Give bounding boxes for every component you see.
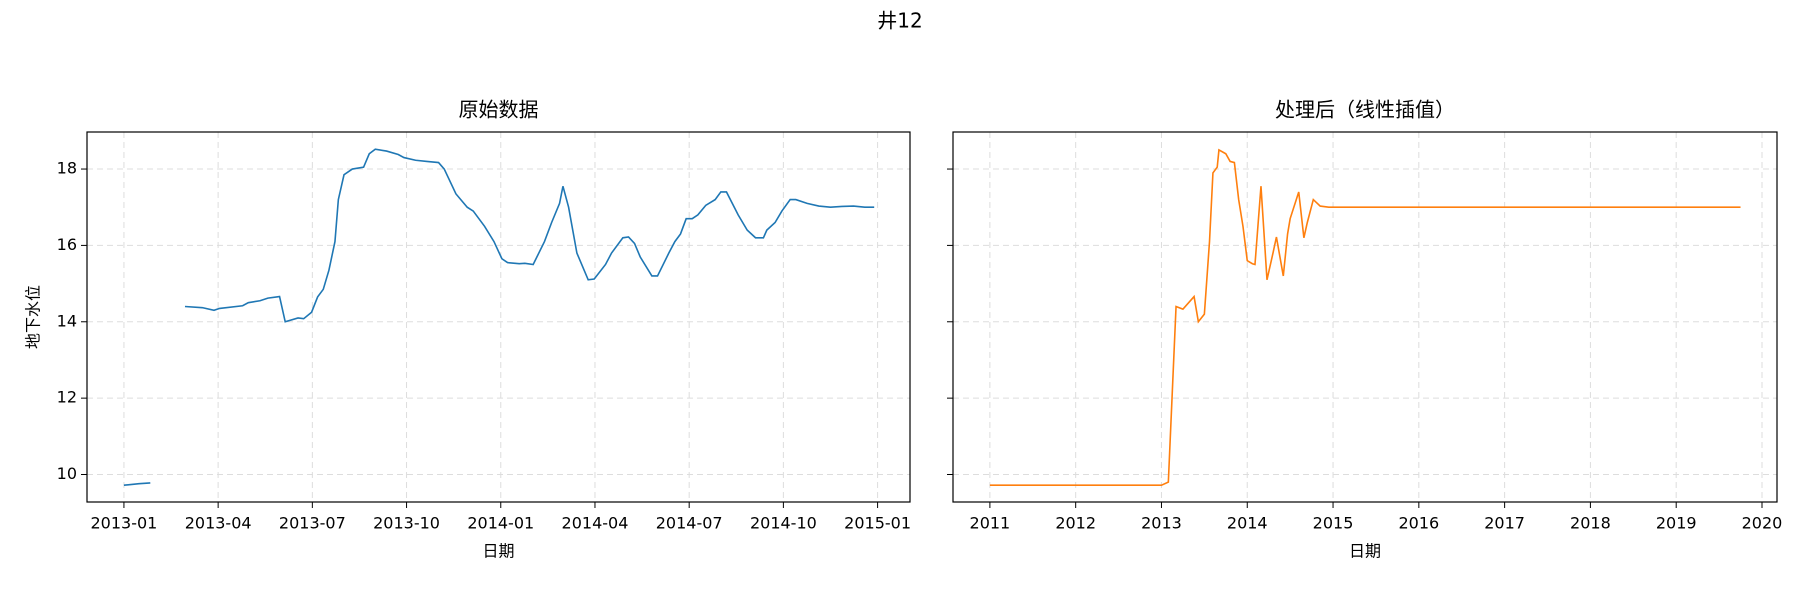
x-tick-label: 2015 [1313, 514, 1354, 533]
x-tick-label: 2013-04 [185, 514, 252, 533]
x-tick-label: 2013-07 [279, 514, 346, 533]
axes-title: 处理后（线性插值） [1275, 98, 1455, 122]
data-line [989, 148, 1741, 486]
x-tick-label: 2019 [1656, 514, 1697, 533]
x-axis-label: 日期 [1349, 542, 1381, 561]
x-tick-label: 2013 [1141, 514, 1182, 533]
axes-title: 原始数据 [459, 98, 539, 122]
x-tick-label: 2012 [1055, 514, 1096, 533]
plot-frame [952, 131, 1778, 503]
y-tick-label: 10 [57, 464, 77, 483]
figure-title: 井12 [877, 9, 922, 33]
x-tick-label: 2020 [1742, 514, 1783, 533]
x-tick-label: 2014-04 [562, 514, 629, 533]
x-tick-label: 2014-10 [750, 514, 817, 533]
x-tick-label: 2015-01 [844, 514, 911, 533]
x-tick-label: 2017 [1484, 514, 1525, 533]
x-axis-label: 日期 [482, 542, 514, 561]
data-line [123, 148, 875, 486]
x-tick-label: 2016 [1398, 514, 1439, 533]
x-tick-label: 2011 [970, 514, 1011, 533]
y-axis-label: 地下水位 [24, 285, 43, 349]
y-tick-label: 14 [57, 311, 77, 330]
x-tick-label: 2018 [1570, 514, 1611, 533]
plot-frame [86, 131, 911, 503]
x-tick-label: 2014 [1227, 514, 1268, 533]
y-tick-label: 12 [57, 388, 77, 407]
x-tick-label: 2014-01 [467, 514, 534, 533]
y-tick-label: 16 [57, 235, 77, 254]
x-tick-label: 2013-10 [373, 514, 440, 533]
y-tick-label: 18 [57, 159, 77, 178]
x-tick-label: 2013-01 [90, 514, 157, 533]
x-tick-label: 2014-07 [656, 514, 723, 533]
